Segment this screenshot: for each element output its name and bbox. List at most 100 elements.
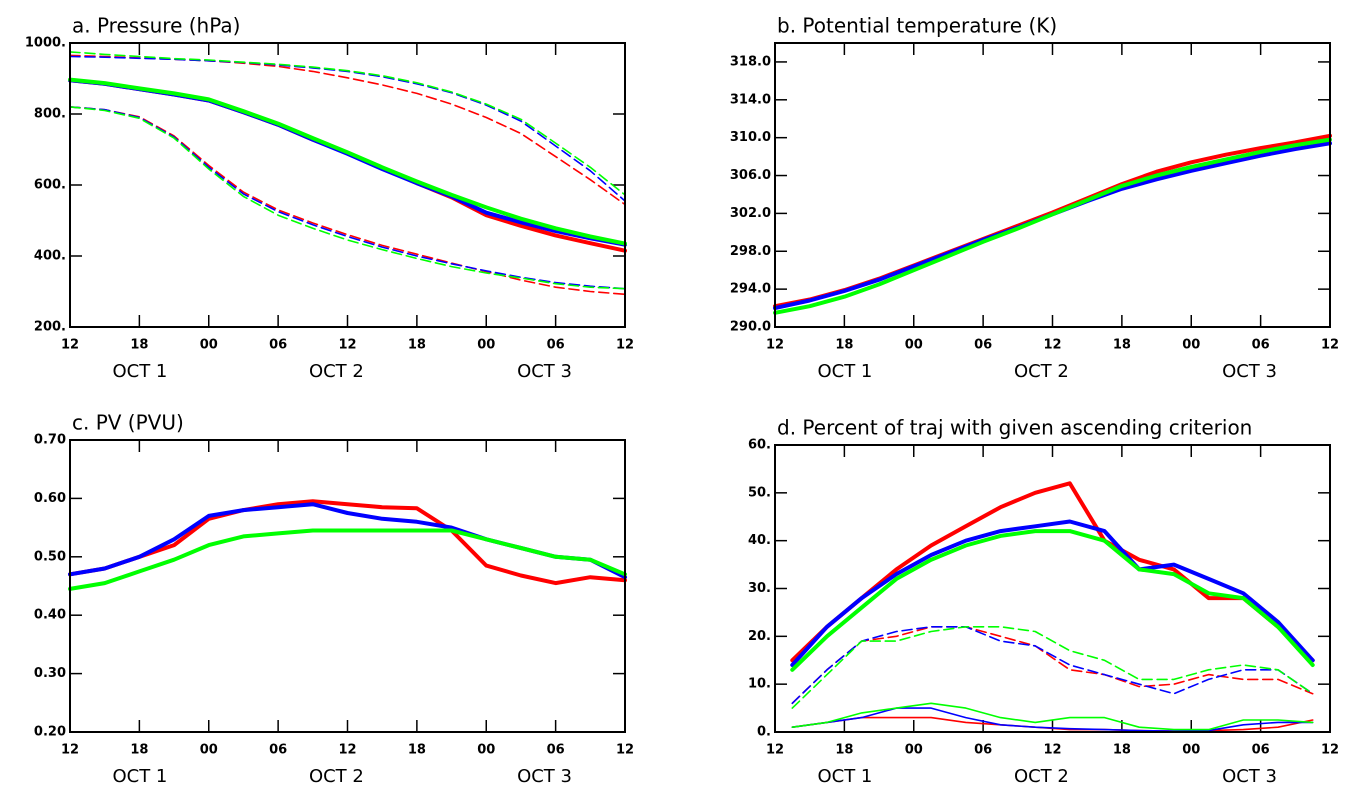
x-tick-label: 06 bbox=[547, 338, 565, 353]
series-line bbox=[68, 77, 627, 246]
series-line bbox=[69, 106, 626, 296]
date-label: OCT 1 bbox=[817, 361, 872, 382]
x-tick-label: 00 bbox=[477, 338, 495, 353]
y-tick-label: 0.20 bbox=[34, 725, 66, 740]
y-tick-label: 10. bbox=[748, 677, 771, 692]
series-line bbox=[790, 481, 1315, 663]
y-tick-label: 314.0 bbox=[730, 92, 771, 107]
x-tick-label: 18 bbox=[130, 743, 148, 758]
y-tick-label: 298.0 bbox=[730, 244, 771, 259]
x-tick-label: 12 bbox=[1321, 338, 1339, 353]
plot-frame bbox=[69, 439, 626, 733]
x-tick-label: 06 bbox=[269, 743, 287, 758]
date-label: OCT 1 bbox=[817, 766, 872, 787]
date-label: OCT 2 bbox=[309, 361, 364, 382]
panel-title: d. Percent of traj with given ascending … bbox=[777, 416, 1252, 440]
y-tick-label: 290.0 bbox=[730, 320, 771, 335]
plot-frame bbox=[774, 444, 1331, 733]
date-label: OCT 3 bbox=[517, 361, 572, 382]
y-tick-label: 20. bbox=[748, 629, 771, 644]
x-tick-label: 18 bbox=[1113, 743, 1131, 758]
series-line bbox=[69, 51, 626, 196]
panel-title: a. Pressure (hPa) bbox=[72, 14, 240, 38]
y-tick-label: 318.0 bbox=[730, 54, 771, 69]
x-tick-label: 12 bbox=[1321, 743, 1339, 758]
y-tick-label: 200. bbox=[34, 320, 66, 335]
x-tick-label: 18 bbox=[1113, 338, 1131, 353]
x-tick-label: 12 bbox=[1043, 743, 1061, 758]
date-label: OCT 2 bbox=[1014, 766, 1069, 787]
date-label: OCT 3 bbox=[1222, 766, 1277, 787]
x-tick-label: 12 bbox=[1043, 338, 1061, 353]
y-tick-label: 0. bbox=[757, 725, 771, 740]
x-tick-label: 00 bbox=[905, 743, 923, 758]
x-tick-label: 06 bbox=[1252, 338, 1270, 353]
series-line bbox=[773, 137, 1332, 315]
x-tick-label: 12 bbox=[61, 743, 79, 758]
y-tick-label: 0.70 bbox=[34, 433, 66, 448]
x-tick-label: 06 bbox=[547, 743, 565, 758]
series-line bbox=[791, 626, 1314, 709]
series-line bbox=[791, 702, 1314, 731]
y-tick-label: 800. bbox=[34, 107, 66, 122]
x-tick-label: 00 bbox=[200, 338, 218, 353]
plot-frame bbox=[774, 42, 1331, 328]
series-line bbox=[773, 141, 1332, 311]
date-label: OCT 1 bbox=[112, 766, 167, 787]
series-line bbox=[790, 529, 1315, 672]
series-line bbox=[69, 54, 626, 206]
y-tick-label: 40. bbox=[748, 533, 771, 548]
series-line bbox=[773, 133, 1332, 309]
x-tick-label: 00 bbox=[477, 743, 495, 758]
x-tick-label: 06 bbox=[974, 338, 992, 353]
x-tick-label: 06 bbox=[269, 338, 287, 353]
date-label: OCT 3 bbox=[1222, 361, 1277, 382]
x-tick-label: 00 bbox=[1182, 338, 1200, 353]
date-label: OCT 3 bbox=[517, 766, 572, 787]
x-tick-label: 18 bbox=[835, 743, 853, 758]
x-tick-label: 18 bbox=[835, 338, 853, 353]
x-tick-label: 18 bbox=[130, 338, 148, 353]
date-label: OCT 2 bbox=[1014, 361, 1069, 382]
panel-title: c. PV (PVU) bbox=[72, 411, 184, 435]
x-tick-label: 00 bbox=[1182, 743, 1200, 758]
series-line bbox=[790, 519, 1315, 667]
series-line bbox=[68, 528, 627, 591]
x-tick-label: 12 bbox=[616, 338, 634, 353]
x-tick-label: 00 bbox=[905, 338, 923, 353]
x-tick-label: 12 bbox=[766, 743, 784, 758]
y-tick-label: 50. bbox=[748, 485, 771, 500]
series-line bbox=[68, 78, 627, 247]
y-tick-label: 0.30 bbox=[34, 666, 66, 681]
series-line bbox=[791, 626, 1314, 705]
x-tick-label: 06 bbox=[974, 743, 992, 758]
series-line bbox=[791, 707, 1314, 732]
x-tick-label: 12 bbox=[338, 743, 356, 758]
y-tick-label: 400. bbox=[34, 249, 66, 264]
series-line bbox=[69, 106, 626, 290]
x-tick-label: 12 bbox=[338, 338, 356, 353]
y-tick-label: 1000. bbox=[25, 36, 66, 51]
y-tick-label: 302.0 bbox=[730, 206, 771, 221]
y-tick-label: 30. bbox=[748, 581, 771, 596]
y-tick-label: 294.0 bbox=[730, 282, 771, 297]
date-label: OCT 1 bbox=[112, 361, 167, 382]
x-tick-label: 12 bbox=[766, 338, 784, 353]
date-label: OCT 2 bbox=[309, 766, 364, 787]
x-tick-label: 00 bbox=[200, 743, 218, 758]
y-tick-label: 0.40 bbox=[34, 608, 66, 623]
x-tick-label: 12 bbox=[616, 743, 634, 758]
y-tick-label: 0.50 bbox=[34, 549, 66, 564]
series-line bbox=[791, 626, 1314, 705]
plot-frame bbox=[69, 42, 626, 328]
y-tick-label: 0.60 bbox=[34, 491, 66, 506]
series-line bbox=[69, 106, 626, 290]
series-line bbox=[68, 499, 627, 586]
y-tick-label: 60. bbox=[748, 438, 771, 453]
y-tick-label: 306.0 bbox=[730, 168, 771, 183]
x-tick-label: 12 bbox=[61, 338, 79, 353]
y-tick-label: 310.0 bbox=[730, 130, 771, 145]
x-tick-label: 06 bbox=[1252, 743, 1270, 758]
